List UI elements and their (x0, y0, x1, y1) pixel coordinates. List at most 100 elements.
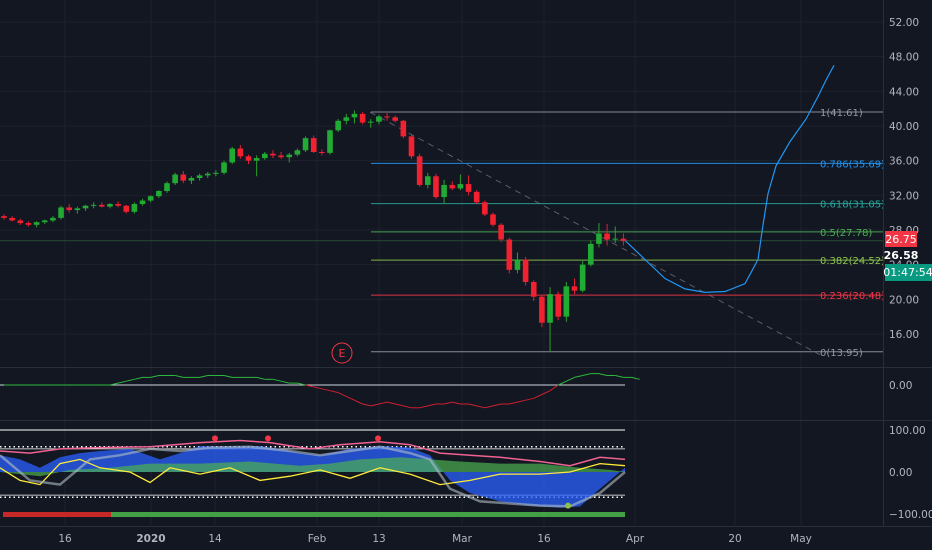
candle-body (408, 136, 415, 157)
last-price-badge (885, 231, 917, 247)
osc1-line (134, 376, 143, 380)
candle-body (571, 286, 578, 291)
osc2-tick-label: 100.00 (889, 425, 926, 437)
candle-body (514, 259, 521, 270)
candle-body (425, 176, 431, 185)
candle-body (50, 217, 56, 221)
osc2-blue-area (0, 446, 625, 508)
time-axis[interactable]: 16 2020 14 Feb 13 Mar 16 Apr 20 May (58, 533, 812, 545)
osc1-tick-label: 0.00 (889, 380, 912, 392)
candle-body (58, 207, 64, 218)
osc2-gray-line (0, 445, 626, 508)
osc1-line (199, 375, 208, 378)
osc1-line (452, 401, 461, 405)
osc1-line (574, 375, 583, 378)
osc1-line (354, 399, 363, 405)
dashed-trend-line[interactable] (369, 111, 821, 356)
candle-body (327, 130, 333, 153)
candle-body (343, 117, 350, 121)
osc2-signal-dot (265, 435, 271, 442)
earnings-label: E (339, 347, 346, 360)
osc1-line (419, 405, 428, 409)
trend-line[interactable] (369, 111, 821, 356)
forecast-line[interactable] (623, 65, 835, 294)
candle-body (156, 191, 162, 197)
osc1-line (109, 382, 119, 386)
candle-body (99, 204, 105, 207)
candle-body (392, 117, 398, 121)
fibonacci-retracement[interactable]: 1(41.61) 0.786(35.69) 0.618(31.05) 0.5(27.7… (371, 108, 885, 359)
candle-body (620, 238, 627, 241)
candle-body (319, 152, 325, 153)
time-tick-label: May (790, 533, 812, 545)
candle-body (188, 178, 195, 181)
osc1-line (509, 401, 518, 405)
candle-body (1, 216, 7, 218)
candle-body (41, 220, 48, 223)
candle-body (555, 294, 561, 317)
candle-body (131, 204, 138, 212)
osc1-line (223, 375, 233, 378)
osc1-line (256, 376, 265, 380)
candle-body (367, 121, 374, 123)
candle-body (17, 220, 24, 224)
candle-body (473, 191, 480, 203)
candle-body (612, 238, 619, 240)
fib-level-label: 0.236(20.48) (820, 291, 885, 302)
fib-level-label: 0.618(31.05) (820, 200, 885, 211)
osc1-line (557, 380, 567, 386)
candle-body (213, 172, 219, 174)
candle-body (490, 214, 496, 225)
candle-body (74, 208, 81, 211)
osc1-line (321, 388, 331, 392)
osc1-line (175, 375, 184, 378)
secondary-price-text: 26.58 (884, 249, 919, 262)
candle-body (294, 150, 301, 155)
candle-body (539, 296, 545, 323)
candle-body (90, 204, 97, 206)
osc1-line (517, 399, 526, 403)
osc1-line (468, 403, 477, 407)
osc1-line (566, 376, 575, 382)
price-tick-label: 44.00 (889, 86, 919, 98)
candle-body (506, 239, 513, 270)
oscillator-pane-2[interactable] (0, 429, 626, 517)
candle-body (530, 282, 537, 297)
osc1-line (615, 375, 624, 378)
candle-body (359, 113, 366, 123)
earnings-icon[interactable] (331, 342, 353, 364)
last-price-label: 26.75 (885, 231, 917, 247)
price-tick-label: 52.00 (889, 17, 919, 29)
countdown-text: 01:47:54 (883, 266, 932, 279)
candle-body (180, 174, 187, 181)
osc1-line (395, 403, 404, 407)
osc1-line (492, 403, 502, 407)
candle-body (302, 138, 309, 151)
candle-body (33, 222, 40, 225)
osc1-line (484, 405, 494, 409)
candle-body (449, 184, 456, 189)
fib-level-label: 0(13.95) (820, 348, 863, 359)
fib-level-label: 0.5(27.78) (820, 228, 872, 239)
osc2-pink-line (0, 439, 626, 467)
forecast-curve[interactable] (623, 65, 835, 294)
candle-body (278, 155, 284, 158)
osc1-line (378, 401, 388, 405)
candle-body (139, 200, 146, 204)
osc1-line (525, 397, 534, 401)
earnings-marker[interactable]: E (331, 342, 353, 364)
candle-body (115, 204, 121, 206)
time-tick-label: 14 (208, 533, 222, 545)
oscillator-pane-1[interactable] (0, 373, 640, 409)
osc1-line (305, 384, 314, 388)
osc2-signal-dot (212, 435, 218, 442)
time-tick-label: 16 (58, 533, 72, 545)
oscillator-2-axis[interactable]: 100.00 0.00 −100.00 (889, 425, 932, 521)
fib-level-label: 1(41.61) (820, 108, 863, 119)
time-tick-label: Feb (308, 533, 327, 545)
candle-body (335, 120, 341, 131)
oscillator-1-axis[interactable]: 0.00 (889, 380, 912, 392)
osc1-line (476, 405, 485, 409)
candle-body (384, 116, 390, 118)
